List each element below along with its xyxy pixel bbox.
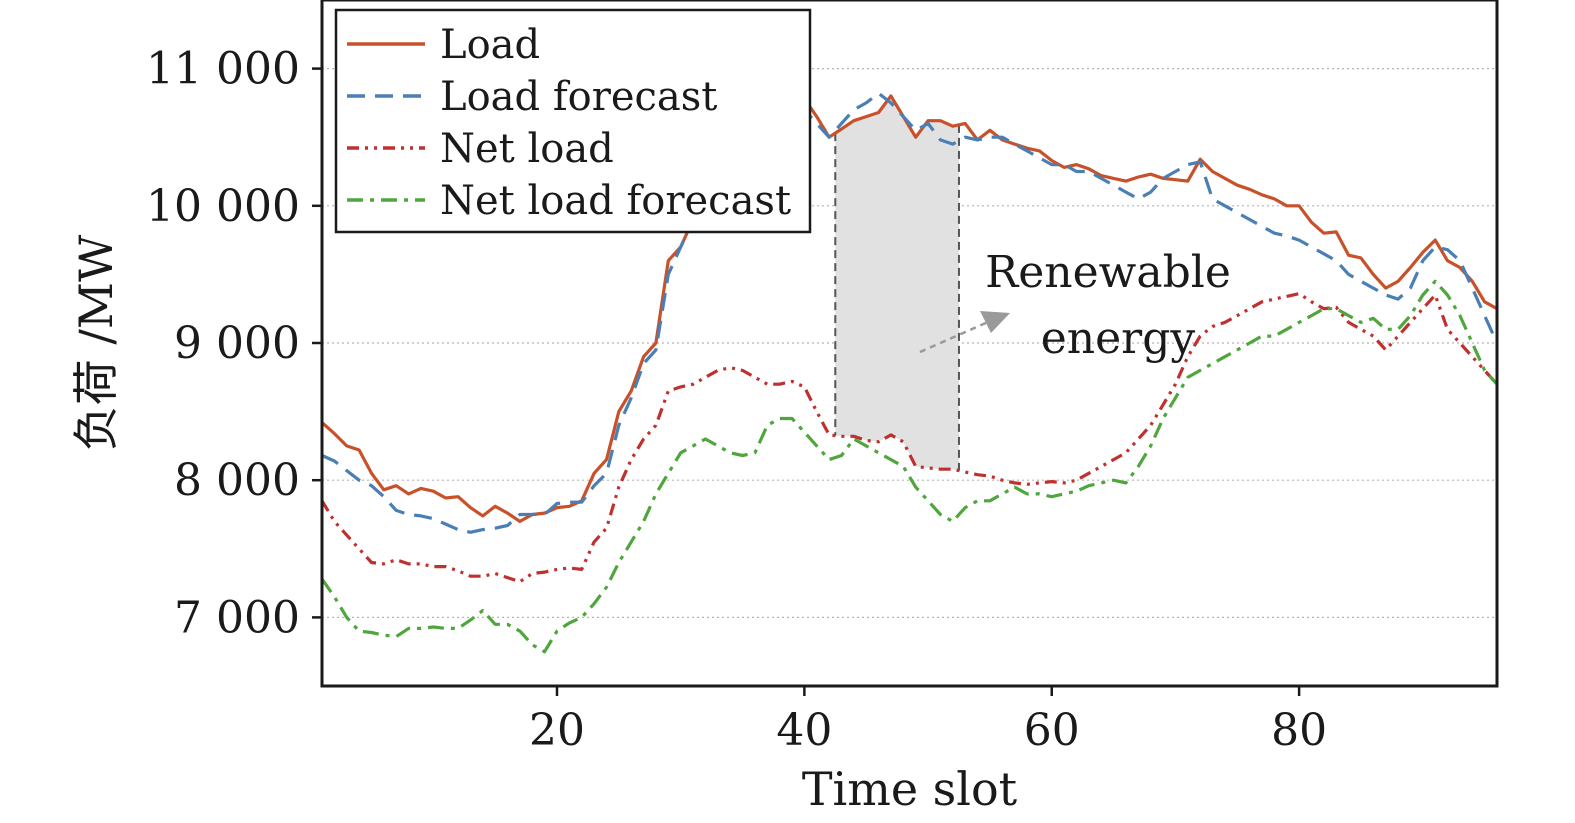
annotation-label-line2: energy: [1041, 313, 1196, 364]
x-axis-title: Time slot: [802, 762, 1018, 816]
legend-box: [334, 8, 812, 234]
legend-label-2: Net load: [440, 126, 614, 172]
legend: Load Load forecast Net load Net load foreca…: [334, 8, 812, 234]
annotation-arrowhead: [980, 311, 1010, 333]
x-axis: 20 40 60 80: [529, 686, 1327, 756]
renewable-energy-annotation: Renewable energy: [919, 247, 1231, 364]
annotation-arrow: [919, 320, 989, 354]
renewable-energy-region: [834, 96, 960, 471]
series-line-1: [321, 91, 1499, 534]
series-layer: [320, 91, 1499, 654]
y-tick-label-4: 11 000: [146, 44, 300, 95]
x-tick-label-0: 20: [529, 705, 585, 756]
y-axis: 7 000 8 000 9 000 10 000 11 000: [146, 44, 322, 643]
series-line-3: [320, 279, 1499, 654]
x-tick-label-3: 80: [1271, 705, 1327, 756]
series-line-0: [320, 94, 1498, 524]
renewable-shaded-area: [835, 96, 959, 471]
annotation-label-line1: Renewable: [985, 247, 1231, 298]
legend-label-3: Net load forecast: [440, 178, 791, 224]
y-tick-label-1: 8 000: [174, 455, 300, 506]
y-tick-label-0: 7 000: [174, 592, 300, 643]
y-tick-label-2: 9 000: [174, 318, 300, 369]
y-axis-title: 负荷 /MW: [69, 234, 123, 451]
x-tick-label-1: 40: [776, 705, 832, 756]
legend-label-0: Load: [440, 22, 540, 68]
legend-label-1: Load forecast: [440, 74, 717, 120]
x-tick-label-2: 60: [1024, 705, 1080, 756]
y-tick-label-3: 10 000: [146, 181, 300, 232]
